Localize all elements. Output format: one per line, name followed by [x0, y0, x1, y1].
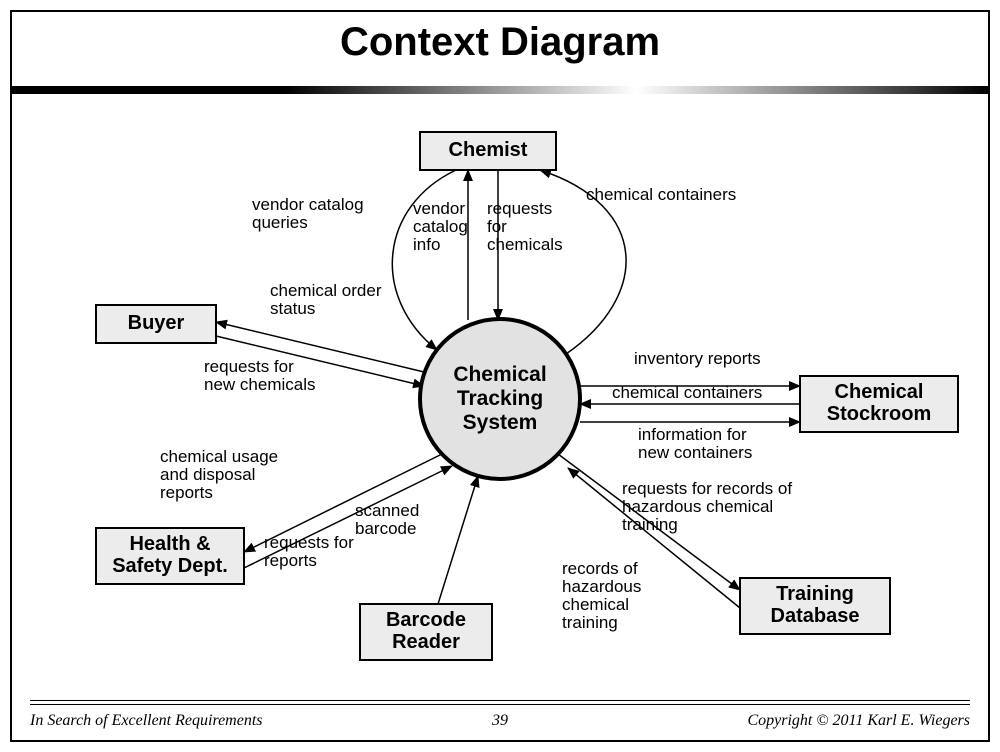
- node-chemist: Chemist: [420, 132, 556, 170]
- node-barcode: BarcodeReader: [360, 604, 492, 660]
- title-rule: [12, 86, 988, 94]
- edge-label-e6: requests fornew chemicals: [204, 357, 316, 394]
- edge-label-e5: chemical orderstatus: [270, 281, 382, 318]
- svg-text:TrainingDatabase: TrainingDatabase: [771, 583, 860, 627]
- footer-right: Copyright © 2011 Karl E. Wiegers: [747, 712, 970, 730]
- footer-rule: [30, 704, 970, 705]
- context-diagram: Chemist Buyer Health &Safety Dept. BarcodeR…: [10, 96, 990, 692]
- edge-label-e3: requestsforchemicals: [487, 199, 563, 254]
- edge-e9: [438, 476, 478, 604]
- node-center-system: ChemicalTrackingSystem: [420, 319, 580, 479]
- edge-e1: [392, 170, 456, 350]
- node-training: TrainingDatabase: [740, 578, 890, 634]
- node-hsd: Health &Safety Dept.: [96, 528, 244, 584]
- node-stockroom: ChemicalStockroom: [800, 376, 958, 432]
- edge-label-e9: scannedbarcode: [355, 501, 419, 538]
- svg-text:Health &Safety Dept.: Health &Safety Dept.: [112, 533, 228, 577]
- node-buyer: Buyer: [96, 305, 216, 343]
- edge-label-e12: information fornew containers: [638, 425, 752, 462]
- svg-text:ChemicalTrackingSystem: ChemicalTrackingSystem: [453, 363, 546, 434]
- edge-label-e13: requests for records ofhazardous chemica…: [622, 479, 792, 534]
- edge-label-e7: chemical usageand disposalreports: [160, 447, 278, 502]
- svg-text:Chemist: Chemist: [449, 139, 528, 161]
- edge-label-e14: records ofhazardouschemicaltraining: [562, 559, 641, 632]
- edge-label-e2: vendorcataloginfo: [413, 199, 468, 254]
- edge-label-e4: chemical containers: [586, 185, 736, 204]
- edge-label-e8: requests forreports: [264, 533, 354, 570]
- svg-text:ChemicalStockroom: ChemicalStockroom: [827, 381, 931, 425]
- footer-rule: [30, 700, 970, 701]
- edge-label-e10: inventory reports: [634, 349, 761, 368]
- page-title: Context Diagram: [0, 20, 1000, 65]
- page: Context Diagram Chemist Buyer Health &Safe…: [0, 0, 1000, 752]
- edge-label-e1: vendor catalogqueries: [252, 195, 364, 232]
- edge-label-e11: chemical containers: [612, 383, 762, 402]
- svg-text:Buyer: Buyer: [128, 312, 185, 334]
- svg-text:BarcodeReader: BarcodeReader: [386, 609, 466, 653]
